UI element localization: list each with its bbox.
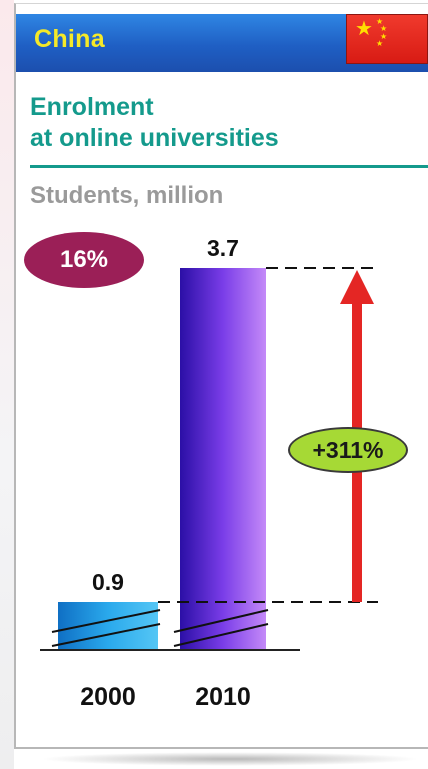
axis-break-line <box>173 623 269 647</box>
chart-title: Enrolment at online universities <box>30 92 420 154</box>
card-shadow <box>40 752 420 766</box>
axis-break-line <box>51 609 161 633</box>
category-label-2010: 2010 <box>195 683 251 711</box>
units-label: Students, million <box>30 182 224 209</box>
bars-group <box>51 268 269 650</box>
share-badge: 16% <box>24 232 144 288</box>
bar-2010 <box>180 268 266 650</box>
category-label-2000: 2000 <box>80 683 136 711</box>
bar-2000 <box>58 602 158 650</box>
growth-badge: +311% <box>288 427 408 473</box>
data-label-2000: 0.9 <box>92 569 124 595</box>
country-name: China <box>34 25 105 53</box>
chart-title-line2: at online universities <box>30 124 279 152</box>
axis-break-line <box>173 609 269 633</box>
china-flag-icon: ★ ★ ★ ★ ★ <box>346 14 428 64</box>
chart-title-line1: Enrolment <box>30 93 154 121</box>
growth-arrow-head <box>340 270 374 304</box>
labels-group: 0.9 2000 3.7 2010 <box>80 235 251 711</box>
data-label-2010: 3.7 <box>207 235 239 261</box>
title-underline <box>30 165 428 168</box>
page-background-strip <box>0 0 14 769</box>
axis-break-line <box>51 623 161 647</box>
country-header: China ★ ★ ★ ★ ★ <box>16 14 428 72</box>
